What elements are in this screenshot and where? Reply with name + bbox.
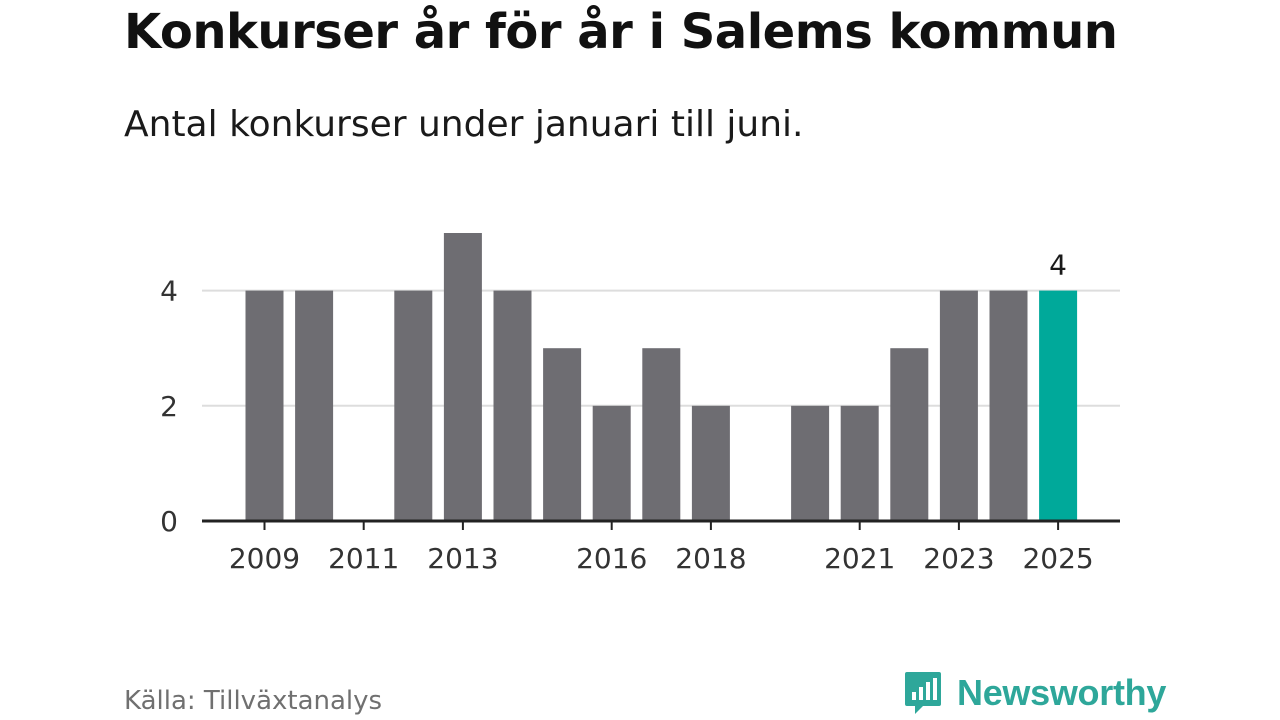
y-tick-label: 4	[160, 275, 178, 308]
bar-2021	[840, 405, 879, 521]
bar-2024	[989, 290, 1028, 521]
axes	[202, 519, 1120, 530]
source-note: Källa: Tillväxtanalys	[124, 686, 383, 716]
x-tick-label: 2025	[1022, 542, 1093, 575]
bars	[245, 233, 1078, 521]
bar-2012	[394, 290, 433, 521]
x-tick-label: 2023	[923, 542, 994, 575]
x-tick-label: 2021	[824, 542, 895, 575]
labels: 0 2 4 2009 2011 2013 2016 2018 2021 2023 2025 4	[160, 249, 1094, 575]
y-tick-label: 2	[160, 390, 178, 423]
bar-2013	[443, 233, 482, 521]
data-label-2025: 4	[1049, 249, 1067, 282]
bar-2010	[295, 290, 334, 521]
y-tick-label: 0	[160, 505, 178, 538]
brand-logo: Newsworthy	[903, 670, 1166, 716]
chart-title: Konkurser år för år i Salems kommun	[124, 4, 1118, 60]
bar-2025	[1039, 290, 1078, 521]
bar-2023	[939, 290, 978, 521]
brand-name: Newsworthy	[957, 672, 1167, 713]
bar-2020	[791, 405, 830, 521]
bar-2009	[245, 290, 284, 521]
x-tick-label: 2018	[675, 542, 746, 575]
bar-2016	[592, 405, 631, 521]
bar-2014	[493, 290, 532, 521]
x-tick-label: 2009	[229, 542, 300, 575]
x-tick-label: 2013	[427, 542, 498, 575]
chart-subtitle: Antal konkurser under januari till juni.	[124, 104, 804, 145]
x-tick-label: 2016	[576, 542, 647, 575]
bar-chart: 0 2 4 2009 2011 2013 2016 2018 2021 2023 2025 4	[160, 233, 1120, 575]
bar-2018	[691, 405, 730, 521]
newsworthy-logo-icon	[905, 672, 941, 714]
bar-2022	[890, 348, 929, 521]
x-tick-label: 2011	[328, 542, 399, 575]
bar-2017	[642, 348, 681, 521]
bar-2015	[543, 348, 582, 521]
